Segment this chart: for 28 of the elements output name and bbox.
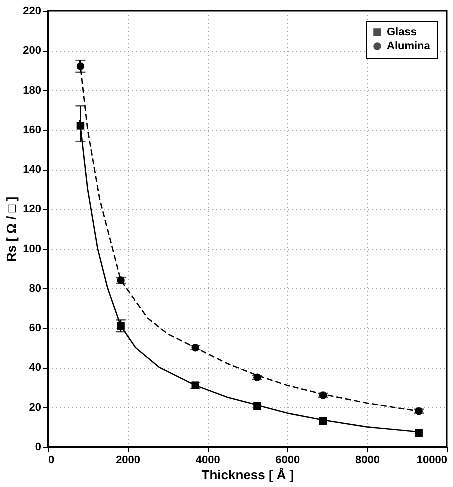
y-axis-title: Rs [ Ω / □ ] xyxy=(4,196,20,262)
point xyxy=(319,417,328,426)
y-tick-label: 0 xyxy=(35,442,42,454)
x-tick-label: 8000 xyxy=(355,454,380,466)
y-tick-label: 140 xyxy=(23,164,42,176)
y-tick-label: 180 xyxy=(23,84,42,97)
y-tick-label: 40 xyxy=(29,362,42,374)
x-tick-label: 6000 xyxy=(276,454,300,466)
x-tick-label: 10000 xyxy=(416,454,448,466)
y-tick-label: 200 xyxy=(23,45,42,58)
y-tick-label: 20 xyxy=(29,402,42,414)
legend-label: Alumina xyxy=(387,40,432,52)
y-tick-label: 220 xyxy=(23,6,42,18)
legend-label: Glass xyxy=(387,26,417,38)
point xyxy=(76,62,85,70)
y-tick-label: 160 xyxy=(23,124,42,136)
y-tick-label: 120 xyxy=(23,204,42,216)
point xyxy=(254,402,262,410)
x-tick-label: 2000 xyxy=(116,454,141,466)
y-tick-label: 60 xyxy=(29,322,42,335)
x-tick-label: 4000 xyxy=(196,454,220,466)
y-tick-label: 100 xyxy=(23,243,42,256)
point xyxy=(76,122,85,130)
x-tick-label: 0 xyxy=(48,454,55,466)
point xyxy=(415,429,423,437)
y-tick-label: 80 xyxy=(29,282,42,295)
x-axis-title: Thickness [ Å ] xyxy=(202,468,294,482)
point xyxy=(117,322,125,330)
